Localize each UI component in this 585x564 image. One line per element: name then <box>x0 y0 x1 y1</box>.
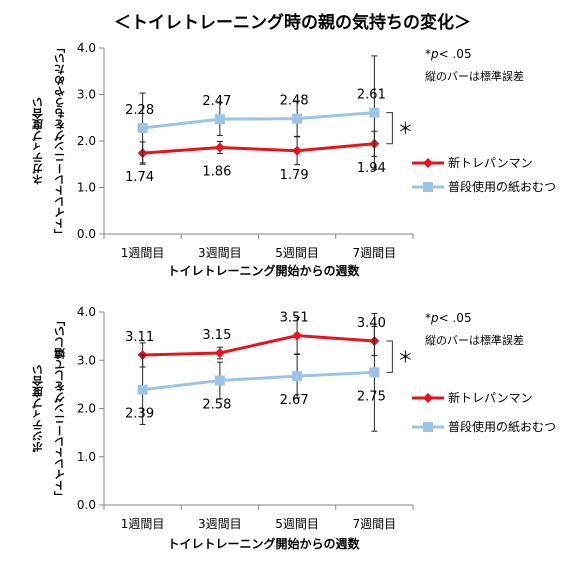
page-title: ＜トイレトレーニング時の親の気持ちの変化＞ <box>114 13 471 33</box>
y-axis-label: ネガティブ度合い <box>32 97 45 185</box>
data-label: 1.86 <box>202 165 231 180</box>
legend-marker <box>423 182 433 192</box>
y-tick-label: 0.0 <box>77 498 96 512</box>
data-point-marker <box>292 371 303 382</box>
data-point-marker <box>369 107 380 118</box>
series-line <box>142 334 375 357</box>
series-1 <box>137 130 380 166</box>
data-label: 3.15 <box>202 328 231 343</box>
chart-1: 0.0 1.0 2.0 3.0 4.0 1週間目 3週間目 5週間目 7週間目トイレトレーニング… <box>32 41 557 278</box>
legend-marker <box>423 158 433 168</box>
series-line <box>142 111 375 130</box>
p-value-note: *p< .05 <box>425 47 472 61</box>
data-label: 3.11 <box>125 330 154 345</box>
y-axis-label: ポジティブ度合い <box>32 365 45 454</box>
data-label: 2.61 <box>357 88 386 103</box>
legend-label: 新トレパンマン <box>448 155 533 170</box>
significance-bracket <box>386 112 393 145</box>
series-2 <box>137 55 380 170</box>
data-label: 2.58 <box>202 398 231 413</box>
data-label: 1.94 <box>357 161 386 176</box>
x-tick-label: 7週間目 <box>353 517 397 531</box>
x-tick-label: 7週間目 <box>353 246 397 260</box>
x-tick-label: 3週間目 <box>198 517 242 531</box>
x-axis-label: トイレトレーニング開始からの週数 <box>167 536 360 551</box>
significance-bracket <box>386 340 393 373</box>
legend-label: 新トレパンマン <box>448 390 533 405</box>
y-tick-label: 1.0 <box>77 181 96 195</box>
series-1 <box>137 316 380 368</box>
data-point-marker <box>137 384 148 395</box>
data-point-marker <box>292 113 303 124</box>
data-label: 1.74 <box>125 170 154 185</box>
data-label: 2.39 <box>125 407 154 422</box>
x-tick-label: 5週間目 <box>275 246 319 260</box>
y-tick-label: 4.0 <box>77 305 96 319</box>
data-point-marker <box>137 122 148 133</box>
data-label: 3.40 <box>357 316 386 331</box>
error-bar-note: 縦のバーは標準誤差 <box>425 333 524 347</box>
data-label: 3.51 <box>280 311 309 326</box>
chart-2: 0.0 1.0 2.0 3.0 4.0 1週間目 3週間目 5週間目 7週間目トイレトレーニング… <box>32 305 557 551</box>
series-line <box>142 142 375 155</box>
data-label: 2.48 <box>280 94 309 109</box>
y-tick-label: 4.0 <box>77 41 96 55</box>
significance-mark: ＊ <box>397 119 413 138</box>
data-label: 2.75 <box>357 389 386 404</box>
y-tick-label: 3.0 <box>77 353 96 367</box>
series-line <box>142 370 375 392</box>
data-point-marker <box>369 367 380 378</box>
legend-label: 普段使用の紙おむつ <box>448 419 556 434</box>
p-value-note: *p< .05 <box>425 311 472 325</box>
x-tick-label: 1週間目 <box>121 517 165 531</box>
legend-marker <box>423 393 433 403</box>
data-point-marker <box>214 348 225 359</box>
legend-label: 普段使用の紙おむつ <box>448 179 556 194</box>
y-tick-label: 1.0 <box>77 450 96 464</box>
data-label: 2.47 <box>202 94 231 109</box>
data-point-marker <box>292 330 303 341</box>
series-2 <box>137 312 380 432</box>
data-label: 2.67 <box>280 393 309 408</box>
x-tick-label: 3週間目 <box>198 246 242 260</box>
y-tick-label: 0.0 <box>77 227 96 241</box>
y-tick-label: 3.0 <box>77 88 96 102</box>
data-point-marker <box>292 145 303 156</box>
y-tick-label: 2.0 <box>77 402 96 416</box>
data-point-marker <box>214 375 225 386</box>
data-label: 1.79 <box>280 168 309 183</box>
data-label: 2.28 <box>125 103 154 118</box>
y-axis-label: 「トイレトレーニングをもうやめたい」 <box>54 42 67 240</box>
significance-mark: ＊ <box>397 348 413 367</box>
legend-marker <box>423 422 433 432</box>
x-axis-label: トイレトレーニング開始からの週数 <box>167 263 360 278</box>
y-tick-label: 2.0 <box>77 134 96 148</box>
y-axis-label: 「トイレトレーニングをして嬉しい」 <box>53 315 67 502</box>
x-tick-label: 5週間目 <box>275 517 319 531</box>
error-bar-note: 縦のバーは標準誤差 <box>425 69 524 83</box>
data-point-marker <box>214 142 225 153</box>
data-point-marker <box>214 114 225 125</box>
x-tick-label: 1週間目 <box>121 246 165 260</box>
